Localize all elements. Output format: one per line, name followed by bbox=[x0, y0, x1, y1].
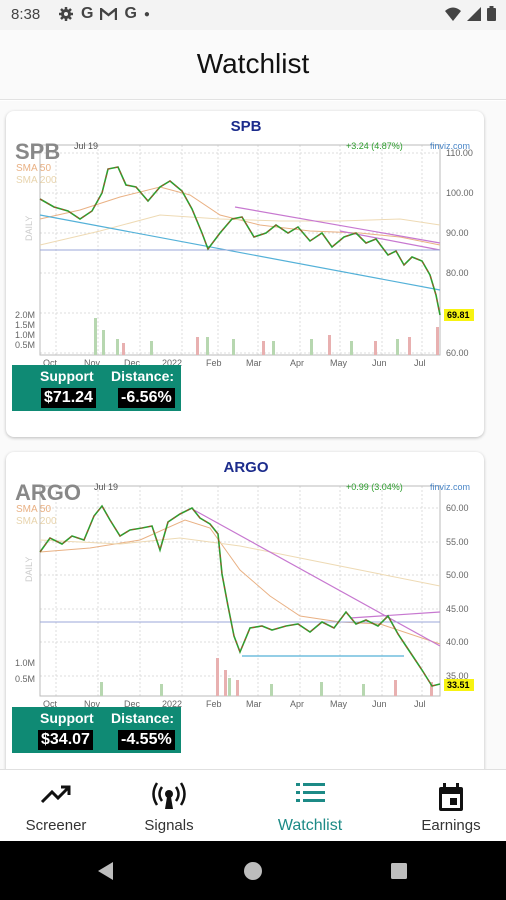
sma50-label-argo: SMA 50 bbox=[16, 504, 51, 515]
month-tick: Nov bbox=[84, 699, 101, 709]
volume-tick: 0.5M bbox=[15, 674, 35, 684]
status-time: 8:38 bbox=[11, 6, 41, 23]
list-icon bbox=[296, 783, 325, 802]
support-value: $71.24 bbox=[41, 388, 96, 408]
month-tick: Apr bbox=[290, 699, 304, 709]
month-tick: Dec bbox=[124, 358, 141, 368]
nav-signals[interactable]: Signals bbox=[124, 770, 214, 842]
month-tick: May bbox=[330, 358, 348, 368]
month-tick: Jun bbox=[372, 358, 387, 368]
sma50-label-spb: SMA 50 bbox=[16, 163, 51, 174]
sma200-label-spb: SMA 200 bbox=[16, 175, 57, 186]
month-tick: Oct bbox=[43, 699, 58, 709]
watchlist-card-spb[interactable]: SPB SPB Jul 19 +3.24 (4.87%) finviz.com … bbox=[6, 111, 484, 437]
wifi-icon bbox=[445, 7, 461, 21]
month-tick: Jul bbox=[414, 699, 426, 709]
price-tick: 45.00 bbox=[446, 604, 469, 614]
volume-tick: 1.0M bbox=[15, 330, 35, 340]
chart-ticker-argo: ARGO bbox=[224, 459, 269, 476]
recents-icon[interactable] bbox=[391, 863, 407, 879]
date-label-argo: Jul 19 bbox=[94, 482, 118, 492]
broadcast-icon bbox=[152, 782, 186, 809]
watchlist[interactable]: SPB SPB Jul 19 +3.24 (4.87%) finviz.com … bbox=[0, 101, 506, 769]
month-tick: Apr bbox=[290, 358, 304, 368]
support-label: Support bbox=[40, 368, 94, 384]
support-box-argo: Support Distance: $34.07 -4.55% bbox=[12, 707, 181, 753]
gmail-icon bbox=[100, 7, 118, 20]
price-tick: 55.00 bbox=[446, 537, 469, 547]
nav-label-earnings: Earnings bbox=[421, 817, 481, 834]
back-icon[interactable] bbox=[96, 861, 114, 881]
volume-tick: 1.5M bbox=[15, 320, 35, 330]
month-tick: Feb bbox=[206, 699, 222, 709]
month-tick: 2022 bbox=[162, 358, 182, 368]
source-label-argo: finviz.com bbox=[430, 482, 470, 492]
dot-icon: ● bbox=[143, 8, 150, 20]
price-tick: 50.00 bbox=[446, 570, 469, 580]
source-label-spb: finviz.com bbox=[430, 141, 470, 151]
status-bar: 8:38 G G ● bbox=[0, 0, 506, 30]
month-tick: Mar bbox=[246, 358, 262, 368]
volume-tick: 1.0M bbox=[15, 658, 35, 668]
nav-watchlist[interactable]: Watchlist bbox=[258, 770, 362, 842]
home-icon[interactable] bbox=[244, 862, 262, 880]
month-tick: May bbox=[330, 699, 348, 709]
signal-icon bbox=[467, 6, 481, 21]
app-bar: Watchlist bbox=[0, 30, 506, 100]
month-tick: Nov bbox=[84, 358, 101, 368]
price-tick: 100.00 bbox=[446, 188, 474, 198]
nav-label-watchlist: Watchlist bbox=[277, 817, 343, 834]
system-navigation-bar bbox=[0, 841, 506, 900]
last-price-spb: 69.81 bbox=[447, 310, 470, 320]
month-tick: Mar bbox=[246, 699, 262, 709]
month-tick: Feb bbox=[206, 358, 222, 368]
nav-label-screener: Screener bbox=[25, 817, 87, 834]
gear-icon bbox=[59, 7, 73, 21]
bottom-navigation: Screener Signals Watchlist Earnings bbox=[0, 769, 506, 841]
month-tick: Dec bbox=[124, 699, 141, 709]
nav-earnings[interactable]: Earnings bbox=[406, 770, 496, 842]
google-icon: G bbox=[124, 5, 137, 22]
support-box-spb: Support Distance: $71.24 -6.56% bbox=[12, 365, 181, 411]
battery-icon bbox=[487, 6, 496, 21]
change-label-spb: +3.24 (4.87%) bbox=[346, 141, 403, 151]
month-tick: Oct bbox=[43, 358, 58, 368]
calendar-icon bbox=[439, 783, 463, 811]
chart-ticker-spb: SPB bbox=[231, 118, 262, 135]
watchlist-card-argo[interactable]: ARGO ARGO Jul 19 +0.99 (3.04%) finviz.co… bbox=[6, 452, 484, 769]
price-tick: 40.00 bbox=[446, 637, 469, 647]
distance-label: Distance: bbox=[111, 368, 175, 384]
distance-label: Distance: bbox=[111, 710, 175, 726]
price-tick: 60.00 bbox=[446, 348, 469, 358]
watermark-ticker-argo: ARGO bbox=[15, 480, 81, 505]
price-tick: 110.00 bbox=[446, 148, 473, 158]
watermark-ticker-spb: SPB bbox=[15, 139, 60, 164]
period-label-spb: DAILY bbox=[24, 216, 34, 241]
last-price-argo: 33.51 bbox=[447, 680, 470, 690]
change-label-argo: +0.99 (3.04%) bbox=[346, 482, 403, 492]
google-icon: G bbox=[81, 5, 94, 22]
nav-screener[interactable]: Screener bbox=[12, 770, 100, 842]
page-title: Watchlist bbox=[196, 48, 310, 79]
month-tick: 2022 bbox=[162, 699, 182, 709]
price-tick: 80.00 bbox=[446, 268, 469, 278]
date-label-spb: Jul 19 bbox=[74, 141, 98, 151]
month-tick: Jun bbox=[372, 699, 387, 709]
sma200-label-argo: SMA 200 bbox=[16, 516, 57, 527]
price-tick: 60.00 bbox=[446, 503, 469, 513]
support-label: Support bbox=[40, 710, 94, 726]
distance-value: -4.55% bbox=[118, 730, 175, 750]
price-tick: 35.00 bbox=[446, 671, 469, 681]
period-label-argo: DAILY bbox=[24, 557, 34, 582]
nav-label-signals: Signals bbox=[144, 817, 194, 834]
volume-tick: 0.5M bbox=[15, 340, 35, 350]
stock-chart-spb: SPB SPB Jul 19 +3.24 (4.87%) finviz.com … bbox=[10, 115, 480, 433]
distance-value: -6.56% bbox=[118, 388, 175, 408]
support-value: $34.07 bbox=[38, 730, 93, 750]
price-tick: 90.00 bbox=[446, 228, 469, 238]
trending-up-icon bbox=[40, 785, 71, 804]
month-tick: Jul bbox=[414, 358, 426, 368]
volume-tick: 2.0M bbox=[15, 310, 35, 320]
